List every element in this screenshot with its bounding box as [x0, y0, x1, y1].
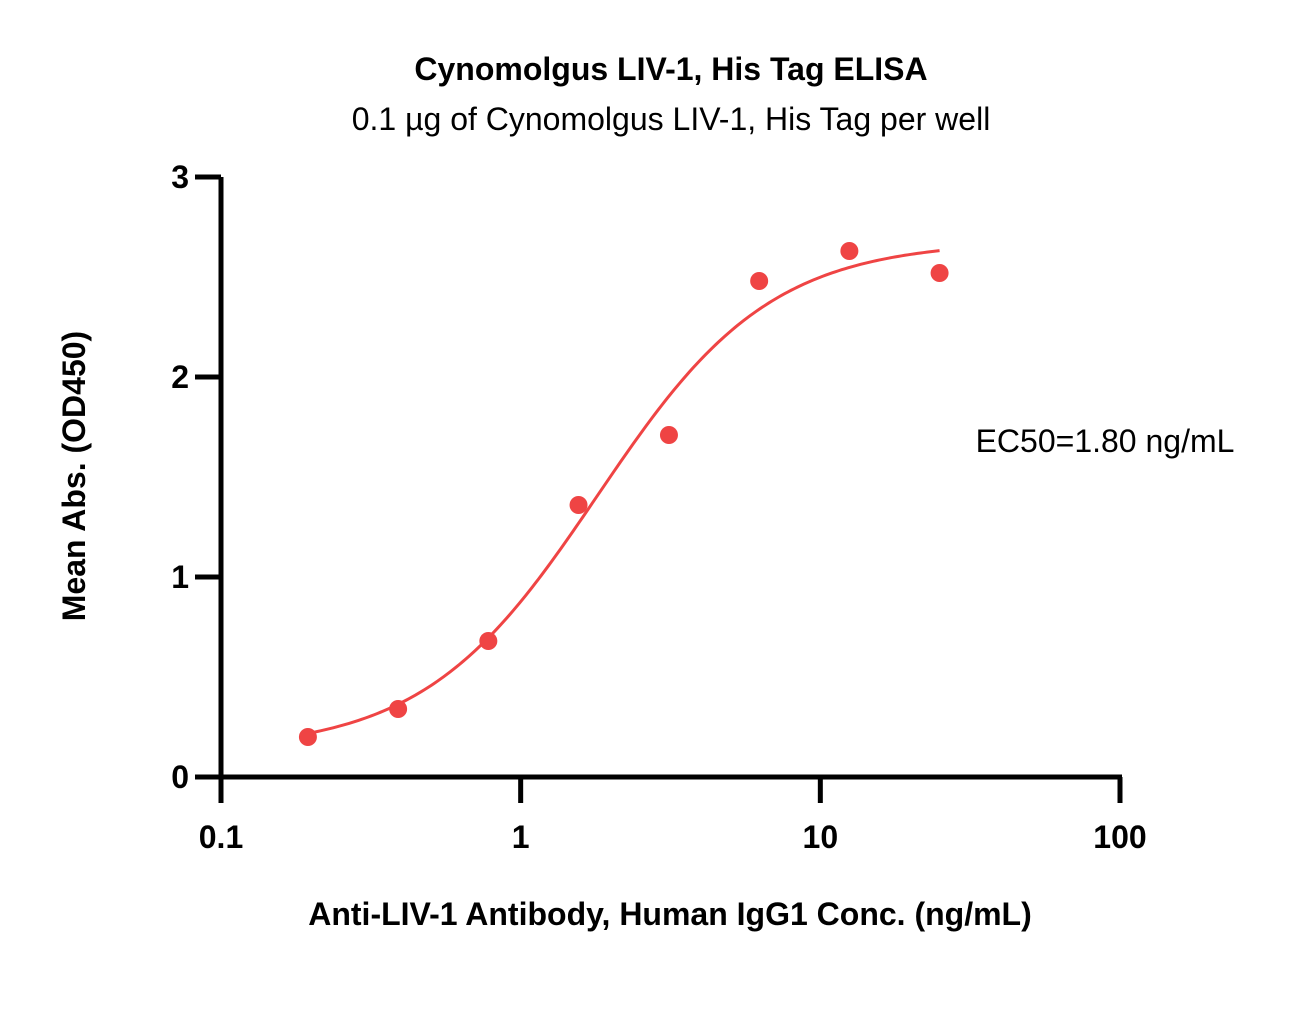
data-point — [930, 264, 949, 282]
data-point — [479, 632, 498, 650]
y-ticks: 0 1 2 3 — [171, 159, 221, 795]
chart-title: Cynomolgus LIV-1, His Tag ELISA — [414, 51, 927, 87]
chart-subtitle: 0.1 µg of Cynomolgus LIV-1, His Tag per … — [352, 101, 991, 137]
axes: 0 1 2 3 0.1 1 10 100 — [171, 159, 1146, 855]
data-point — [389, 700, 408, 718]
data-point — [659, 426, 678, 444]
x-ticks: 0.1 1 10 100 — [199, 777, 1147, 855]
x-tick-label: 1 — [512, 819, 530, 855]
data-point — [298, 728, 317, 746]
data-point — [750, 272, 769, 290]
plot-area — [298, 242, 949, 746]
data-point — [840, 242, 859, 260]
x-tick-label: 100 — [1093, 819, 1146, 855]
y-tick-label: 3 — [171, 159, 189, 195]
y-tick-label: 1 — [171, 559, 189, 595]
x-axis-label: Anti-LIV-1 Antibody, Human IgG1 Conc. (n… — [308, 896, 1032, 932]
ec50-annotation: EC50=1.80 ng/mL — [976, 423, 1235, 459]
y-axis-label: Mean Abs. (OD450) — [56, 331, 92, 621]
fit-curve — [307, 249, 940, 735]
x-tick-label: 10 — [803, 819, 839, 855]
y-tick-label: 0 — [171, 759, 189, 795]
data-points — [298, 242, 949, 746]
y-tick-label: 2 — [171, 359, 189, 395]
x-tick-label: 0.1 — [199, 819, 243, 855]
data-point — [569, 496, 588, 514]
